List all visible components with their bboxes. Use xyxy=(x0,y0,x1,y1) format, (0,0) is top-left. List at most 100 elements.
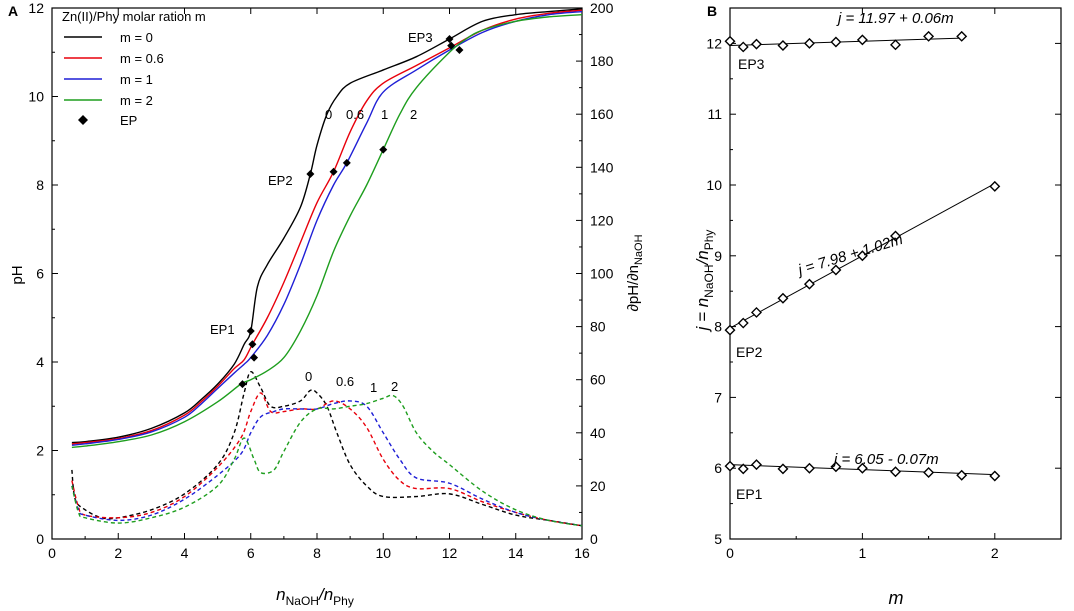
data-point-ep1 xyxy=(803,462,815,474)
data-point-ep2 xyxy=(803,278,815,290)
a-xtick-label: 0 xyxy=(48,545,56,561)
ph-curve-0 xyxy=(71,8,583,444)
derivative-curve-0 xyxy=(71,371,583,527)
b-xtick-label: 0 xyxy=(726,545,734,561)
endpoint-marker xyxy=(455,46,464,55)
panel-a-ticks: 0 2 4 6 8 10 12 14 16024681012020406080100120140… xyxy=(28,0,613,561)
data-point-ep2 xyxy=(856,250,868,262)
panel-a-ylabel-left: pH xyxy=(9,265,26,284)
data-point-ep2 xyxy=(737,317,749,329)
derivative-curve-1 xyxy=(71,392,583,527)
panel-a-label: A xyxy=(8,3,18,19)
panel-b-label: B xyxy=(707,3,717,19)
data-point-ep1 xyxy=(923,466,935,478)
a-xtick-label: 14 xyxy=(508,545,524,561)
endpoint-marker xyxy=(379,145,388,154)
data-point-ep1 xyxy=(956,469,968,481)
b-ytick-label: 10 xyxy=(706,177,722,193)
data-point-ep2 xyxy=(890,230,901,242)
data-point-ep1 xyxy=(777,463,789,475)
a-ytick-right-label: 160 xyxy=(590,106,614,122)
panel-a-ylabel-right: ∂pH/∂nNaOH xyxy=(625,234,645,311)
panel-b-ep3-label: EP3 xyxy=(738,56,765,72)
data-point-ep2 xyxy=(724,324,736,336)
data-point-ep1 xyxy=(856,462,868,474)
a-xtick-label: 6 xyxy=(247,545,255,561)
a-ytick-right-label: 20 xyxy=(590,478,606,494)
endpoint-marker xyxy=(342,158,351,167)
a-xtick-label: 16 xyxy=(574,545,590,561)
b-xtick-label: 2 xyxy=(991,545,999,561)
legend-entry-m0: m = 0 xyxy=(120,30,153,45)
a-xtick-label: 2 xyxy=(114,545,122,561)
b-ytick-label: 9 xyxy=(714,248,722,264)
a-ytick-left-label: 2 xyxy=(36,443,44,459)
a-xtick-label: 8 xyxy=(313,545,321,561)
annotation-ep2: EP2 xyxy=(268,173,293,188)
a-ytick-right-label: 80 xyxy=(590,319,606,335)
a-ytick-right-label: 140 xyxy=(590,159,614,175)
panel-a-derivative-curves xyxy=(71,371,583,527)
b-ytick-label: 7 xyxy=(714,389,722,405)
panel-b-xlabel: m xyxy=(889,588,904,608)
a-ytick-right-label: 120 xyxy=(590,212,614,228)
fit-line-ep3 xyxy=(729,37,962,47)
b-xtick-label: 1 xyxy=(859,545,867,561)
data-point-ep3 xyxy=(724,35,736,47)
data-point-ep2 xyxy=(777,292,789,304)
b-ytick-label: 5 xyxy=(714,531,722,547)
b-ytick-label: 12 xyxy=(706,35,722,51)
legend-title: Zn(II)/Phy molar ration m xyxy=(62,9,206,24)
deriv-label-06: 0.6 xyxy=(336,374,354,389)
ph-label-0: 0 xyxy=(325,107,332,122)
a-ytick-left-label: 4 xyxy=(36,354,44,370)
endpoint-marker xyxy=(250,353,259,362)
data-point-ep2 xyxy=(830,264,842,276)
data-point-ep1 xyxy=(890,466,901,478)
ph-label-1: 1 xyxy=(381,107,388,122)
a-ytick-right-label: 40 xyxy=(590,425,606,441)
data-point-ep1 xyxy=(830,461,842,473)
b-ytick-label: 11 xyxy=(707,106,722,122)
legend-entry-m2: m = 2 xyxy=(120,93,153,108)
ph-label-2: 2 xyxy=(410,107,417,122)
legend-entry-ep: EP xyxy=(120,113,137,128)
endpoint-marker xyxy=(238,380,247,389)
endpoint-marker xyxy=(246,327,255,336)
data-point-ep3 xyxy=(956,30,968,42)
derivative-curve-2 xyxy=(71,400,583,527)
a-ytick-left-label: 0 xyxy=(36,531,44,547)
legend-marker-ep xyxy=(78,115,88,125)
panel-a: 0 2 4 6 8 10 12 14 16024681012020406080100120140… xyxy=(9,0,645,608)
data-point-ep3 xyxy=(803,37,815,49)
a-ytick-right-label: 60 xyxy=(590,372,606,388)
endpoint-marker xyxy=(447,41,456,50)
endpoint-marker xyxy=(445,34,454,43)
b-ytick-label: 6 xyxy=(714,460,722,476)
endpoint-marker xyxy=(306,169,315,178)
data-point-ep3 xyxy=(777,40,789,52)
a-ytick-right-label: 180 xyxy=(590,53,614,69)
panel-a-frame xyxy=(51,7,583,540)
panel-b-frame xyxy=(729,7,1062,540)
panel-b-ep2-label: EP2 xyxy=(736,344,763,360)
data-point-ep1 xyxy=(989,470,1001,482)
ph-label-06: 0.6 xyxy=(346,107,364,122)
panel-b-ep1-label: EP1 xyxy=(736,486,763,502)
panel-b-fit-ep3: j = 11.97 + 0.06m xyxy=(836,10,954,27)
data-point-ep3 xyxy=(750,38,762,50)
a-ytick-left-label: 8 xyxy=(36,177,44,193)
a-ytick-right-label: 200 xyxy=(590,0,614,16)
deriv-label-0: 0 xyxy=(305,369,312,384)
panel-b-ylabel: j = nNaOH/nPhy xyxy=(693,230,716,333)
ph-curve-3 xyxy=(71,13,583,449)
panel-a-legend: Zn(II)/Phy molar ration m m = 0 m = 0.6 … xyxy=(62,9,206,128)
legend-entry-m06: m = 0.6 xyxy=(120,51,164,66)
data-point-ep1 xyxy=(724,460,736,472)
data-point-ep3 xyxy=(923,30,935,42)
panel-b-fit-ep2: j = 7.98 + 1.02m xyxy=(794,231,905,280)
a-xtick-label: 10 xyxy=(375,545,391,561)
data-point-ep2 xyxy=(989,180,1001,192)
